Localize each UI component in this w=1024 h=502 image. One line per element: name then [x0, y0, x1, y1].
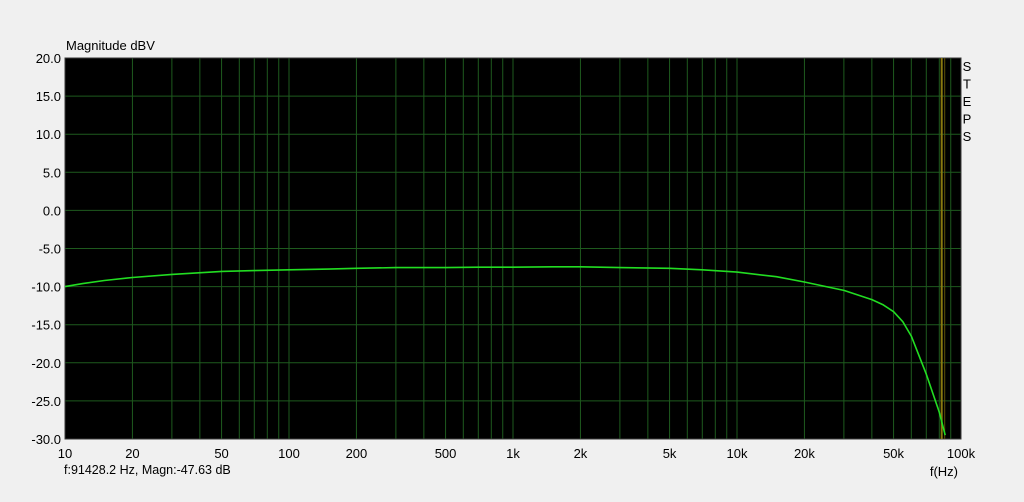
- x-tick-label: 50: [214, 446, 228, 461]
- steps-label-char: T: [963, 77, 971, 92]
- x-tick-label: 200: [346, 446, 368, 461]
- steps-label-char: E: [963, 94, 972, 109]
- y-axis-label: Magnitude dBV: [66, 38, 155, 53]
- cursor-readout: f:91428.2 Hz, Magn:-47.63 dB: [64, 463, 231, 477]
- y-tick-label: -25.0: [31, 394, 61, 409]
- series-line: [64, 265, 946, 436]
- x-tick-label: 2k: [574, 446, 588, 461]
- x-tick-label: 10: [58, 446, 72, 461]
- x-axis-label: f(Hz): [930, 464, 958, 479]
- y-tick-label: -10.0: [31, 280, 61, 295]
- y-tick-label: 15.0: [36, 89, 61, 104]
- x-tick-label: 10k: [727, 446, 748, 461]
- x-tick-label: 20: [125, 446, 139, 461]
- steps-label-char: S: [963, 59, 972, 74]
- y-tick-label: -30.0: [31, 432, 61, 447]
- x-tick-label: 20k: [794, 446, 815, 461]
- y-tick-label: 10.0: [36, 127, 61, 142]
- y-tick-label: -15.0: [31, 318, 61, 333]
- steps-label-char: S: [963, 129, 972, 144]
- y-tick-label: 5.0: [43, 165, 61, 180]
- y-tick-label: 20.0: [36, 51, 61, 66]
- x-tick-label: 1k: [506, 446, 520, 461]
- steps-label-char: P: [963, 112, 972, 127]
- x-tick-label: 500: [435, 446, 457, 461]
- plot-border: [64, 57, 962, 440]
- y-tick-label: -20.0: [31, 356, 61, 371]
- x-tick-label: 50k: [883, 446, 904, 461]
- x-tick-label: 5k: [663, 446, 677, 461]
- x-tick-label: 100: [278, 446, 300, 461]
- y-tick-label: 0.0: [43, 203, 61, 218]
- x-tick-label: 100k: [947, 446, 976, 461]
- y-tick-label: -5.0: [39, 242, 61, 257]
